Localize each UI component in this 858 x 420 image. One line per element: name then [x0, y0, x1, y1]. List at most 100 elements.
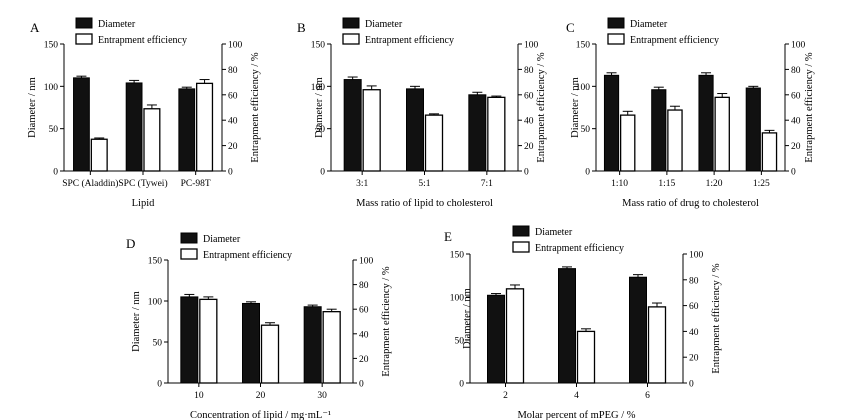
right-tick-label: 100 — [791, 41, 806, 51]
panel-letter: D — [126, 236, 135, 251]
right-tick-label: 40 — [791, 117, 801, 127]
legend-label-ee: Entrapment efficiency — [365, 35, 454, 46]
right-tick-label: 60 — [228, 91, 238, 101]
right-tick-label: 80 — [228, 66, 238, 76]
right-tick-label: 0 — [228, 168, 233, 178]
legend-swatch-ee — [607, 33, 625, 45]
x-tick-label: SPC (Aladdin) — [62, 178, 118, 189]
x-axis-title: Molar percent of mPEG / % — [517, 410, 635, 420]
left-axis-title: Diameter / nm — [314, 77, 325, 138]
legend-label-ee: Entrapment efficiency — [203, 250, 292, 261]
right-tick-label: 40 — [524, 117, 534, 127]
panel-d: D 0 50 100 150 0 20 40 60 80 100 Diameter / nm Entra… — [126, 232, 392, 420]
ee-bar — [199, 298, 218, 384]
right-tick-label: 100 — [359, 257, 374, 267]
ee-bar — [667, 109, 683, 172]
x-tick-label: 20 — [256, 391, 266, 401]
left-axis-title: Diameter / nm — [570, 77, 581, 138]
left-tick-label: 50 — [153, 339, 163, 349]
right-tick-label: 0 — [791, 168, 796, 178]
left-tick-label: 0 — [585, 168, 590, 178]
left-tick-label: 150 — [44, 41, 59, 51]
legend-swatch-diameter — [75, 17, 93, 29]
left-tick-label: 100 — [450, 294, 465, 304]
right-tick-label: 60 — [689, 302, 699, 312]
ee-bar — [424, 114, 444, 172]
right-tick-label: 100 — [228, 41, 243, 51]
legend-swatch-ee — [342, 33, 360, 45]
x-axis-title: Mass ratio of lipid to cholesterol — [356, 198, 493, 209]
legend: Diameter Entrapment efficiency — [342, 17, 454, 46]
left-tick-label: 150 — [576, 41, 591, 51]
legend: Diameter Entrapment efficiency — [75, 17, 187, 46]
legend-swatch-diameter — [512, 225, 530, 237]
right-tick-label: 60 — [524, 91, 534, 101]
right-tick-label: 80 — [791, 66, 801, 76]
ee-bar — [505, 288, 525, 384]
diameter-bar — [125, 82, 143, 172]
x-tick-label: 7:1 — [481, 179, 493, 189]
x-tick-label: 2 — [503, 391, 508, 401]
left-tick-label: 100 — [44, 83, 59, 93]
right-tick-label: 60 — [359, 306, 369, 316]
left-tick-label: 50 — [316, 125, 326, 135]
ee-bar — [196, 82, 214, 172]
left-tick-label: 0 — [320, 168, 325, 178]
x-axis-title: Concentration of lipid / mg·mL⁻¹ — [190, 410, 331, 420]
diameter-bar — [178, 88, 196, 172]
legend: Diameter Entrapment efficiency — [607, 17, 719, 46]
legend-swatch-diameter — [607, 17, 625, 29]
right-tick-label: 60 — [791, 91, 801, 101]
ee-bar — [761, 132, 778, 172]
ee-bar — [90, 138, 108, 172]
right-tick-label: 80 — [524, 66, 534, 76]
diameter-bar — [651, 89, 667, 172]
right-tick-label: 80 — [359, 281, 369, 291]
diameter-bar — [343, 79, 362, 172]
panel-letter: C — [566, 20, 575, 35]
left-tick-label: 50 — [581, 125, 591, 135]
right-tick-label: 40 — [689, 328, 699, 338]
diameter-bar — [629, 276, 647, 384]
right-tick-label: 0 — [689, 380, 694, 390]
ee-bar — [576, 330, 596, 384]
x-tick-label: 4 — [574, 391, 579, 401]
left-tick-label: 100 — [311, 83, 326, 93]
left-tick-label: 0 — [459, 380, 464, 390]
left-axis-title: Diameter / nm — [131, 291, 142, 352]
right-tick-label: 20 — [791, 142, 801, 152]
right-tick-label: 40 — [359, 330, 369, 340]
legend-swatch-ee — [180, 248, 198, 260]
left-tick-label: 150 — [450, 251, 465, 261]
ee-bar — [487, 96, 506, 172]
diameter-bar — [73, 77, 90, 172]
right-tick-label: 80 — [689, 276, 699, 286]
legend-swatch-diameter — [342, 17, 360, 29]
right-tick-label: 20 — [359, 355, 369, 365]
x-tick-label: 10 — [194, 391, 204, 401]
right-tick-label: 0 — [359, 380, 364, 390]
legend-label-diameter: Diameter — [630, 19, 668, 30]
right-tick-label: 100 — [689, 251, 704, 261]
legend-label-ee: Entrapment efficiency — [630, 35, 719, 46]
legend-label-diameter: Diameter — [98, 19, 136, 30]
left-tick-label: 150 — [311, 41, 326, 51]
right-axis-title: Entrapment efficiency / % — [711, 263, 722, 374]
legend-label-ee: Entrapment efficiency — [98, 35, 187, 46]
ee-bar — [714, 96, 730, 172]
legend-label-diameter: Diameter — [365, 19, 403, 30]
left-tick-label: 0 — [157, 380, 162, 390]
right-tick-label: 0 — [524, 168, 529, 178]
diameter-bar — [603, 74, 620, 172]
legend-swatch-ee — [512, 241, 530, 253]
left-tick-label: 50 — [455, 337, 465, 347]
right-tick-label: 20 — [524, 142, 534, 152]
x-tick-label: 1:15 — [658, 179, 675, 189]
right-tick-label: 20 — [228, 142, 238, 152]
x-tick-label: 1:25 — [753, 179, 770, 189]
x-tick-label: 5:1 — [418, 179, 430, 189]
ee-bar — [647, 306, 667, 384]
